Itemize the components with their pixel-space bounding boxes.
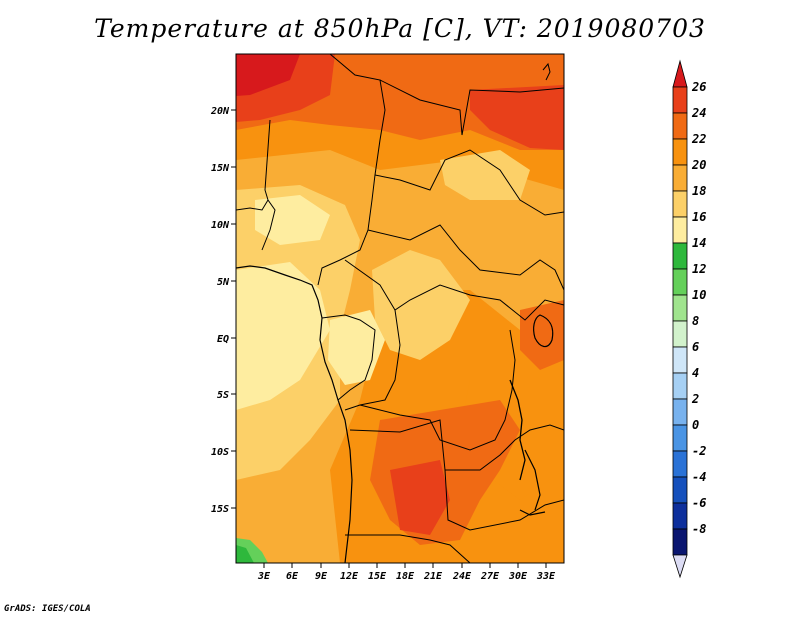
border-congo-north: [344, 259, 564, 321]
colorbar-cells: [672, 59, 688, 579]
lat-label-10s: 10S: [211, 447, 229, 458]
border-egypt-ne: [542, 62, 551, 81]
lon-label-15e: 15E: [368, 571, 387, 582]
colorbar-label-10: 10: [692, 288, 706, 302]
colorbar-label-2: 2: [691, 392, 699, 406]
colorbar-cell: [672, 190, 688, 218]
lat-label-20n: 20N: [210, 106, 230, 117]
border-drc-south: [359, 329, 516, 451]
lat-label-15s: 15S: [211, 504, 229, 515]
colorbar-label-6: 6: [692, 340, 699, 354]
colorbar-label-16: 16: [692, 210, 706, 224]
lat-label-eq: EQ: [217, 334, 229, 345]
colorbar-cell: [672, 528, 688, 556]
colorbar-cell: [672, 346, 688, 374]
colorbar-cell: [672, 294, 688, 322]
field-band-16-18-east: [440, 150, 530, 200]
colorbar-cell: [672, 450, 688, 478]
border-north: [379, 79, 564, 136]
colorbar-label-4: 4: [692, 366, 699, 380]
colorbar-cell: [672, 320, 688, 348]
border-west-central: [317, 54, 386, 286]
grads-credit: GrADS: IGES/COLA: [4, 604, 91, 614]
colorbar-cell: [672, 372, 688, 400]
lake-tanganyika: [509, 379, 526, 481]
lon-label-30e: 30E: [508, 571, 528, 582]
field-band-22-24-lakes: [520, 300, 564, 370]
colorbar-label-minus2: -2: [692, 444, 706, 458]
lake-victoria: [533, 314, 554, 348]
colorbar-cell: [672, 502, 688, 530]
colorbar-cell: [672, 138, 688, 166]
temperature-field: [236, 54, 564, 563]
lon-label-33e: 33E: [536, 571, 556, 582]
colorbar-cell: [672, 112, 688, 140]
border-benin: [236, 199, 269, 211]
colorbar-label-22: 22: [691, 132, 706, 146]
border-sahel: [374, 149, 564, 216]
lat-label-15n: 15N: [211, 163, 230, 174]
border-angola-zambia: [349, 419, 564, 531]
map-title: Temperature at 850hPa [C], VT: 201908070…: [94, 14, 706, 43]
colorbar-labels: 26 24 22 20 18 16 14 12 10 8 6 4 2 0 -2 …: [691, 80, 706, 536]
border-car: [367, 224, 564, 291]
lon-label-9e: 9E: [315, 571, 328, 582]
field-band-12-14: [236, 545, 254, 563]
colorbar-label-24: 24: [691, 106, 706, 120]
colorbar-cell: [672, 164, 688, 192]
field-band-24-26-ne: [470, 85, 564, 150]
colorbar-label-minus6: -6: [692, 496, 706, 510]
colorbar-label-12: 12: [692, 262, 706, 276]
colorbar-cell: [672, 268, 688, 296]
colorbar-bottom-triangle: [672, 554, 688, 579]
colorbar-label-8: 8: [692, 314, 699, 328]
field-band-24-26-south: [390, 460, 450, 535]
lat-axis: 20N 15N 10N 5N EQ 5S 10S 15S: [210, 106, 236, 515]
colorbar-cell: [672, 86, 688, 114]
colorbar-cell: [672, 242, 688, 270]
colorbar-cell: [672, 398, 688, 426]
lat-label-5n: 5N: [217, 277, 230, 288]
lon-label-27e: 27E: [480, 571, 500, 582]
colorbar-label-minus8: -8: [692, 522, 706, 536]
lon-label-21e: 21E: [423, 571, 443, 582]
border-zambia-north: [445, 424, 564, 471]
lon-axis: 3E 6E 9E 12E 15E 18E 21E 24E 27E 30E 33E: [257, 563, 556, 582]
field-band-26-plus: [236, 54, 300, 96]
colorbar-label-14: 14: [692, 236, 706, 250]
lake-malawi: [524, 449, 541, 511]
lon-label-6e: 6E: [286, 571, 299, 582]
lon-label-18e: 18E: [396, 571, 415, 582]
border-gabon: [321, 314, 376, 401]
colorbar-label-0: 0: [692, 418, 699, 432]
map-frame: [235, 53, 565, 564]
border-drc-west: [344, 309, 401, 411]
lon-label-24e: 24E: [452, 571, 472, 582]
lon-label-12e: 12E: [340, 571, 359, 582]
field-band-14-16-west: [236, 262, 330, 410]
lat-label-10n: 10N: [211, 220, 230, 231]
border-nigeria-west: [261, 119, 276, 251]
coastline-west: [236, 265, 353, 563]
colorbar-label-20: 20: [691, 158, 706, 172]
colorbar-cell: [672, 216, 688, 244]
colorbar-label-26: 26: [691, 80, 706, 94]
lat-label-5s: 5S: [217, 390, 229, 401]
colorbar-cell: [672, 476, 688, 504]
colorbar-cell: [672, 424, 688, 452]
field-band-16-18-central: [372, 250, 470, 360]
field-band-14-16-center: [328, 310, 385, 385]
colorbar-label-18: 18: [692, 184, 706, 198]
colorbar-label-minus4: -4: [692, 470, 706, 484]
lon-label-3e: 3E: [257, 571, 271, 582]
border-namibia: [345, 534, 471, 563]
lake-kariba: [519, 509, 546, 516]
colorbar-top-triangle: [672, 59, 688, 88]
